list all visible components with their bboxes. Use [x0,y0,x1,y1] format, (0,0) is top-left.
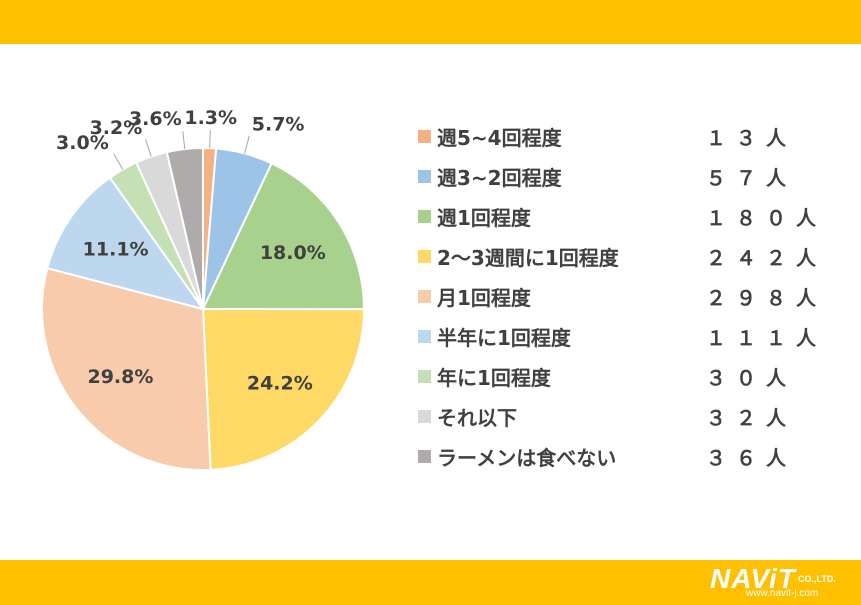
legend-label: 週3~2回程度 [437,165,562,190]
data-label: 18.0% [260,242,326,264]
legend-count: １３人 [706,125,796,150]
legend-count: ３２人 [706,405,796,430]
logo-company-suffix: CO.,LTD. [798,574,836,584]
data-label: 1.3% [184,107,237,129]
legend-swatch [418,369,431,383]
legend-swatch [418,169,431,183]
pie-chart: 1.3% 5.7% 18.0% 24.2% 29.8% 11.1% 3.0%3.2%3.6% [41,107,366,471]
data-label: 3.0% [56,132,109,154]
legend-count: ５７人 [706,165,796,190]
data-label: 29.8% [87,366,153,388]
pie-slice [201,162,366,311]
navit-logo: NAViT CO.,LTD. www.navit-j.com [710,562,855,602]
pie-slice [41,266,212,471]
legend-swatch [418,409,431,423]
legend-swatch [418,209,431,223]
legend-swatch [418,449,431,463]
logo-wordmark: NAViT [710,563,796,594]
top-banner-band [0,0,861,44]
legend-label: 月1回程度 [437,285,531,310]
data-label: 24.2% [247,372,313,394]
legend-item: 2〜3週間に1回程度 ２４２人 [418,236,838,276]
data-label: 3.2% [90,117,143,139]
pie-slice [46,176,206,311]
legend-label: 年に1回程度 [437,365,551,390]
legend-count: ２４２人 [706,245,826,270]
leader-line [113,153,124,170]
legend-label: 週5~4回程度 [437,125,562,150]
data-label: 5.7% [252,113,305,135]
legend-item: 月1回程度 ２９８人 [418,276,838,316]
legend-item: ラーメンは食べない ３６人 [418,436,838,476]
legend-count: １８０人 [706,205,826,230]
legend-swatch [418,329,431,343]
legend-item: 週3~2回程度 ５７人 [418,156,838,196]
legend-swatch [418,249,431,263]
legend-count: １１１人 [706,325,826,350]
leader-line [145,139,152,157]
legend-count: ２９８人 [706,285,826,310]
legend-item: それ以下 ３２人 [418,396,838,436]
legend-label: ラーメンは食べない [437,445,617,470]
legend-label: 週1回程度 [437,205,531,230]
legend-item: 週5~4回程度 １３人 [418,116,838,156]
leader-line [182,131,186,150]
legend-item: 年に1回程度 ３０人 [418,356,838,396]
pie-slice [201,307,366,471]
data-label: 3.6% [129,108,182,130]
legend-count: ３０人 [706,365,796,390]
legend-item: 週1回程度 １８０人 [418,196,838,236]
legend-label: それ以下 [437,405,517,430]
leader-line [209,130,211,149]
legend-count: ３６人 [706,445,796,470]
data-label: 11.1% [83,239,149,261]
leader-line [244,135,250,154]
legend-item: 半年に1回程度 １１１人 [418,316,838,356]
legend-swatch [418,129,431,143]
bottom-banner-band [0,560,861,605]
legend-label: 2〜3週間に1回程度 [437,245,619,270]
logo-url: www.navit-j.com [746,588,819,599]
legend-swatch [418,289,431,303]
legend-label: 半年に1回程度 [437,325,571,350]
chart-legend: 週5~4回程度 １３人週3~2回程度 ５７人週1回程度 １８０人 2〜3週間に1回程度 ２… [418,116,838,476]
